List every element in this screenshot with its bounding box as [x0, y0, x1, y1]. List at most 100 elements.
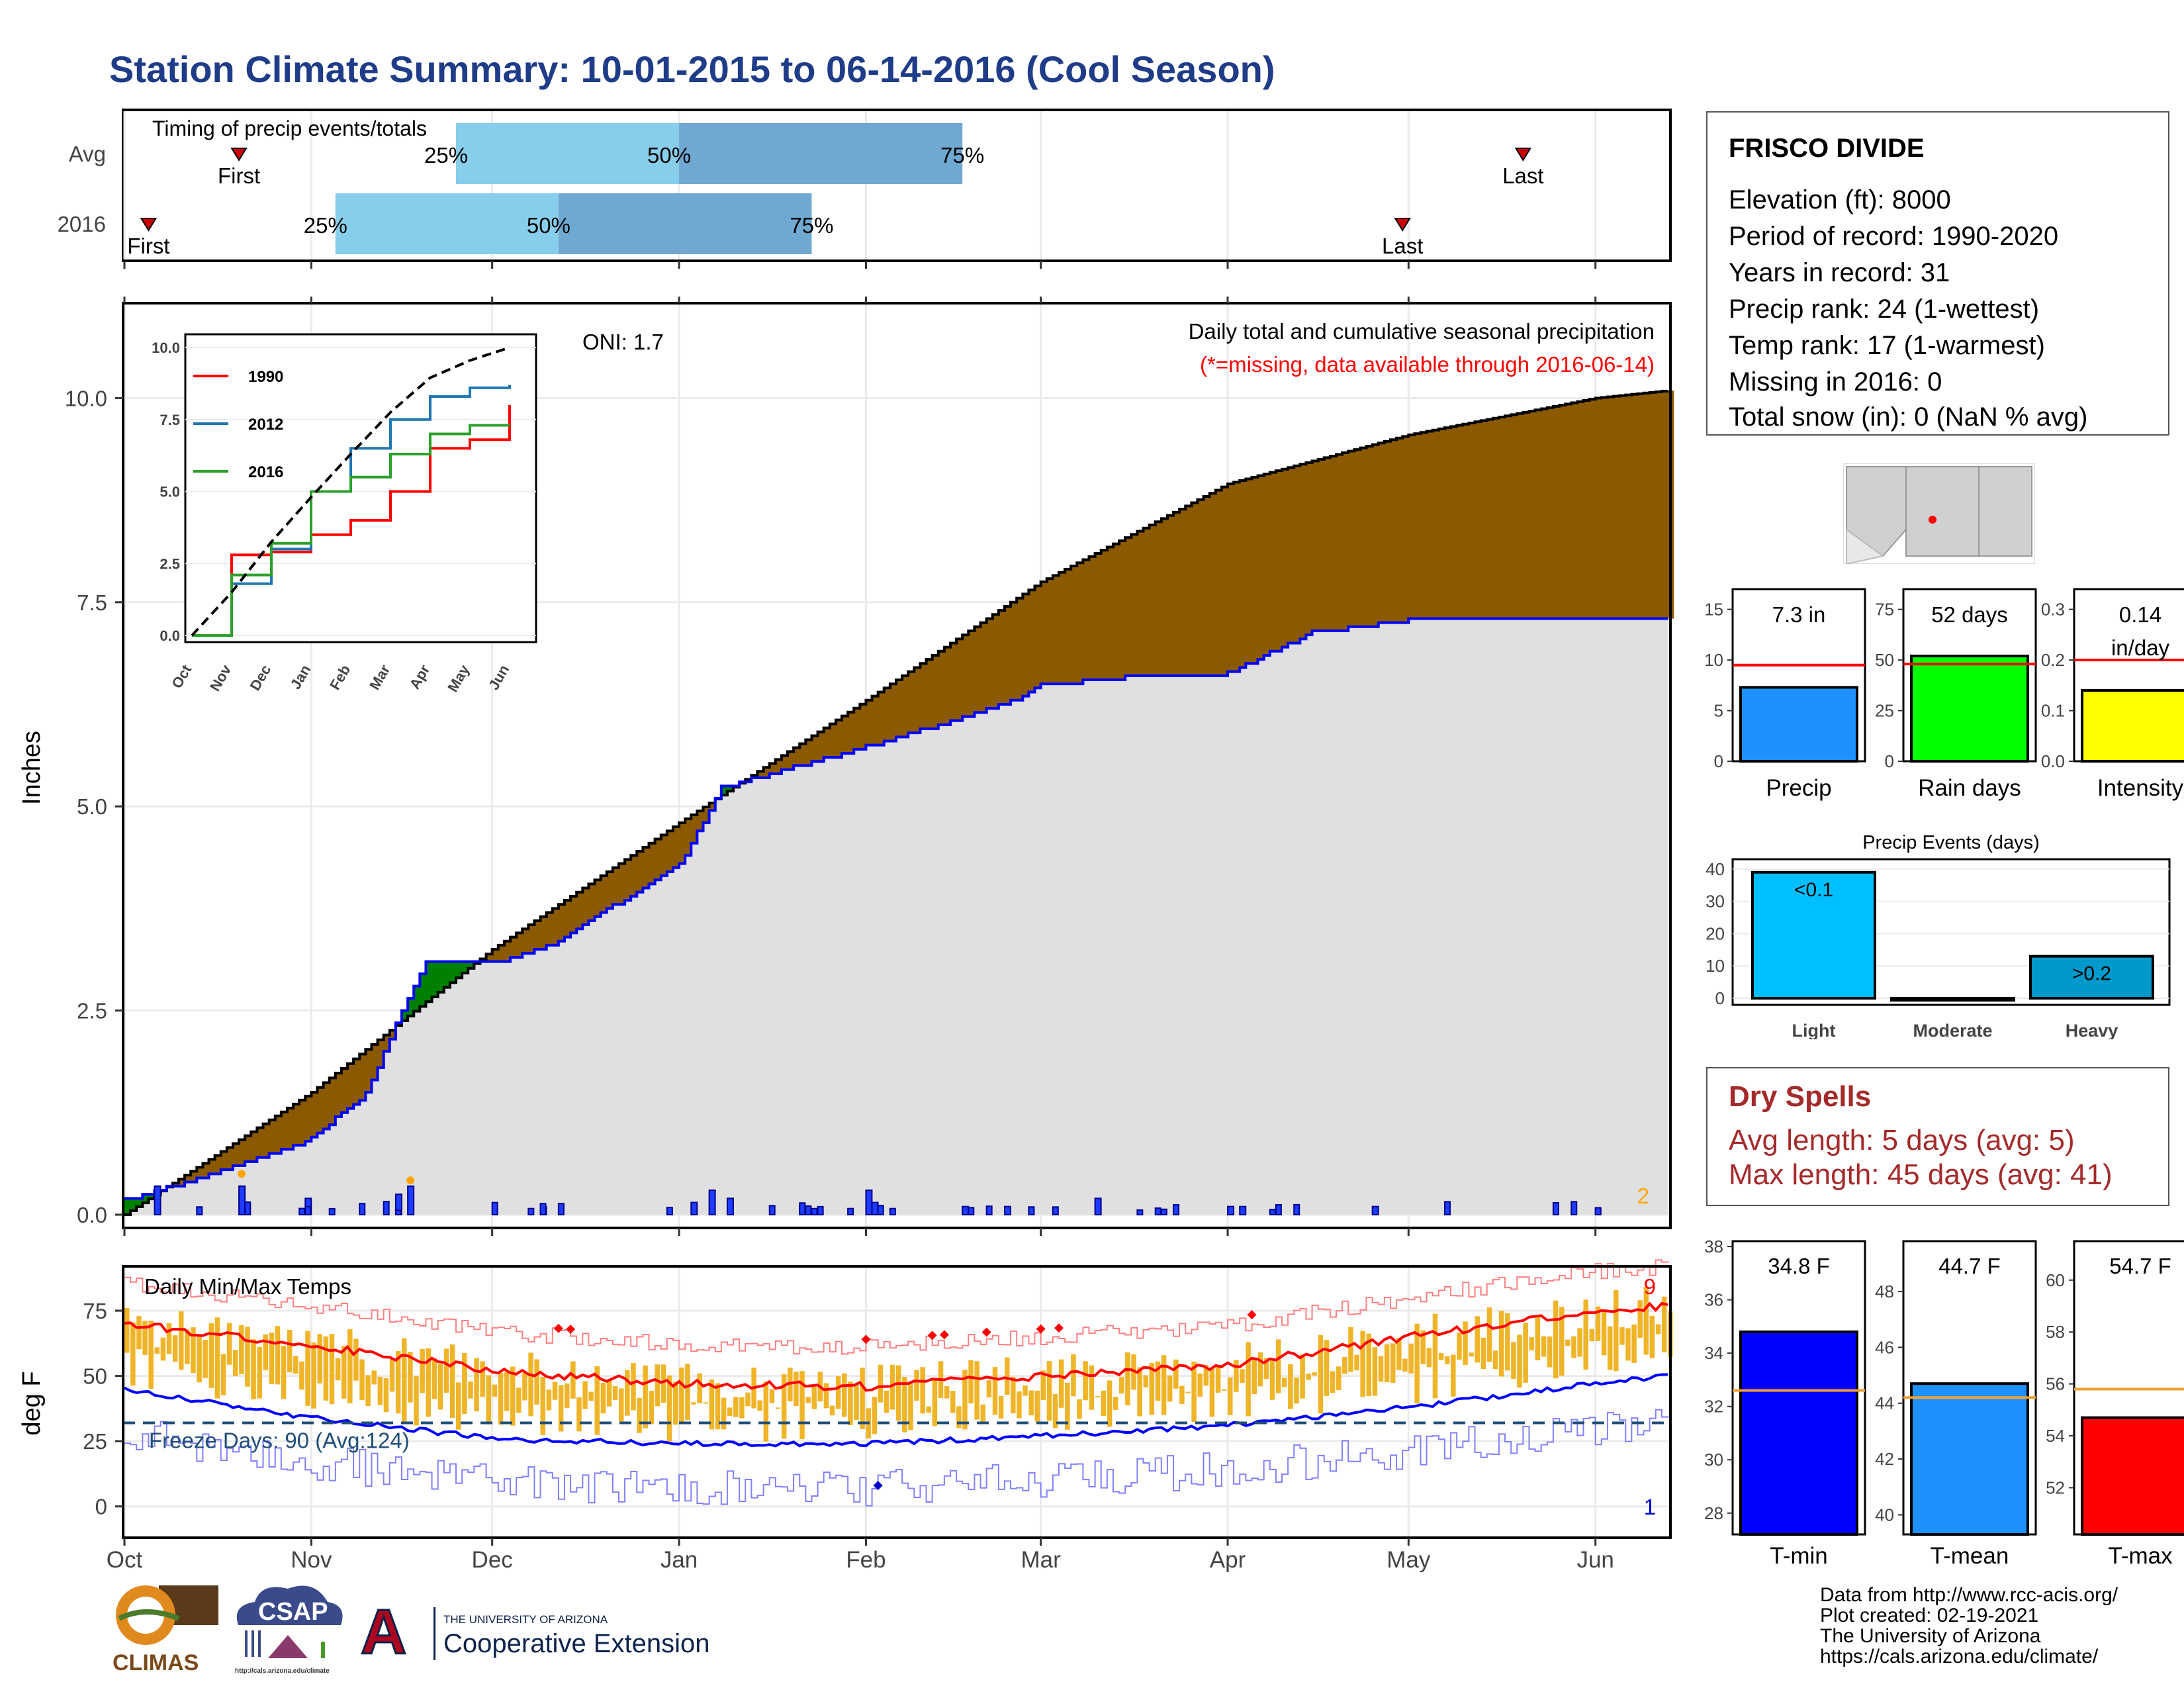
record-low-marker	[873, 1481, 883, 1491]
credit-source: Data from http://www.rcc-acis.org/	[1820, 1584, 2118, 1606]
small-chart-category-label: Intensity	[2097, 775, 2184, 801]
daily-temp-bar	[1607, 1326, 1613, 1370]
climas-logo-text: CLIMAS	[113, 1650, 199, 1675]
daily-temp-bar	[679, 1367, 684, 1423]
daily-precip-bar	[407, 1185, 415, 1216]
daily-temp-bar	[564, 1383, 570, 1408]
daily-temp-bar	[1330, 1371, 1336, 1393]
freeze-days-label: Freeze Days: 90 (Avg:124)	[149, 1429, 410, 1453]
precip-chart: 0.0 2.5 5.0 7.5 10.0 Inches Daily total and cu…	[18, 297, 1674, 1236]
daily-temp-bar	[1300, 1354, 1305, 1399]
daily-temp-bar	[697, 1373, 702, 1403]
daily-temp-bar	[1215, 1365, 1221, 1393]
record-high-marker	[981, 1327, 991, 1337]
daily-temp-bar	[220, 1354, 226, 1395]
timing-bar-25-50	[335, 193, 559, 254]
inset-series-line	[192, 424, 510, 637]
daily-temp-bar	[335, 1358, 341, 1381]
small-chart-ytick-label: 0.3	[2041, 600, 2065, 620]
daily-temp-bar	[347, 1329, 353, 1403]
daily-temp-bar	[1577, 1328, 1582, 1357]
daily-temp-bar	[799, 1371, 805, 1440]
inset-series-line	[192, 385, 511, 637]
precip-events-title: Precip Events (days)	[1862, 832, 2040, 853]
daily-temp-bar	[1565, 1339, 1570, 1346]
daily-temp-bar	[226, 1323, 232, 1365]
daily-temp-bar	[612, 1386, 618, 1400]
timing-p25-label: 25%	[304, 213, 347, 238]
daily-temp-bar	[299, 1361, 304, 1390]
daily-temp-bar	[522, 1372, 527, 1401]
daily-temp-bar	[1475, 1316, 1480, 1363]
daily-temp-bar	[540, 1376, 546, 1435]
page-title: Station Climate Summary: 10-01-2015 to 0…	[109, 48, 1275, 90]
record-high-marker	[939, 1330, 949, 1340]
daily-temp-bar	[287, 1329, 293, 1373]
temp-ytick-label: 0	[95, 1495, 107, 1519]
record-high-marker	[861, 1335, 871, 1344]
precip-events-ytick-label: 20	[1706, 923, 1725, 943]
daily-temp-bar	[389, 1359, 395, 1392]
daily-temp-bar	[1426, 1348, 1432, 1368]
daily-temp-bar	[172, 1335, 178, 1362]
daily-temp-bar	[263, 1334, 269, 1370]
daily-temp-bar	[1125, 1352, 1130, 1406]
daily-temp-bar	[660, 1364, 666, 1403]
daily-temp-bar	[178, 1311, 184, 1370]
record-high-marker	[566, 1324, 576, 1334]
precip-title: Daily total and cumulative seasonal prec…	[1189, 319, 1655, 344]
daily-precip-bar	[244, 1201, 251, 1216]
daily-temp-bar	[154, 1347, 160, 1354]
avg-cumulative-line	[124, 389, 1669, 1216]
daily-precip-bar	[1594, 1207, 1602, 1216]
csap-logo: CSAP http://cals.arizona.edu/climate	[235, 1585, 343, 1675]
small-chart-ytick-label: 36	[1704, 1290, 1723, 1310]
daily-temp-bar	[203, 1339, 208, 1378]
timing-p25-label: 25%	[424, 143, 468, 167]
daily-temp-bar	[359, 1359, 365, 1401]
small-chart-ytick-label: 38	[1704, 1237, 1723, 1256]
daily-precip-bar	[1239, 1205, 1247, 1216]
inset-ytick-label: 7.5	[159, 412, 180, 428]
temp-ytick-label: 75	[83, 1299, 107, 1323]
daily-precip-bar	[811, 1207, 818, 1216]
temp-title: Daily Min/Max Temps	[144, 1274, 351, 1299]
ua-logo-top-text: THE UNIVERSITY OF ARIZONA	[443, 1613, 608, 1626]
precip-events-ytick-label: 40	[1706, 859, 1725, 879]
temp-xtick-label: Oct	[107, 1547, 143, 1572]
timing-first-marker	[140, 218, 158, 232]
daily-temp-bar	[1119, 1377, 1124, 1394]
daily-temp-bar	[1595, 1306, 1601, 1341]
precip-events-bar-label: >0.2	[2072, 963, 2111, 985]
daily-temp-bar	[1149, 1362, 1155, 1415]
precip-ytick-label: 10.0	[65, 386, 107, 410]
daily-temp-bar	[672, 1382, 678, 1425]
daily-precip-bar	[1371, 1205, 1379, 1216]
daily-temp-bar	[383, 1378, 389, 1413]
temp-frame	[122, 1265, 1672, 1539]
daily-temp-bar	[1263, 1358, 1269, 1380]
record-high-marker	[927, 1331, 937, 1340]
daily-precip-bar	[871, 1201, 879, 1216]
daily-temp-bar	[275, 1326, 281, 1385]
daily-temp-bar	[769, 1389, 775, 1403]
daily-temp-bar	[600, 1383, 606, 1414]
daily-temp-bar	[998, 1395, 1004, 1419]
daily-temp-bar	[1517, 1335, 1522, 1388]
daily-temp-bar	[829, 1405, 835, 1416]
daily-temp-bar	[124, 1307, 130, 1353]
inset-frame	[184, 333, 537, 643]
small-chart-ytick-label: 54	[2046, 1426, 2065, 1446]
small-chart-ytick-label: 56	[2046, 1374, 2065, 1394]
daily-temp-bar	[1649, 1315, 1655, 1358]
daily-temp-bar	[534, 1359, 539, 1405]
precip-events-xtick-label: Heavy	[2066, 1021, 2118, 1039]
ua-logo-letter: A	[361, 1601, 406, 1667]
daily-temp-bar	[974, 1361, 979, 1420]
timing-p75-label: 75%	[940, 143, 984, 167]
daily-temp-bar	[341, 1346, 347, 1399]
timing-last-marker	[1394, 218, 1411, 232]
daily-temp-bar	[1661, 1296, 1667, 1352]
daily-temp-bar	[546, 1389, 552, 1411]
daily-temp-bar	[1306, 1374, 1311, 1380]
